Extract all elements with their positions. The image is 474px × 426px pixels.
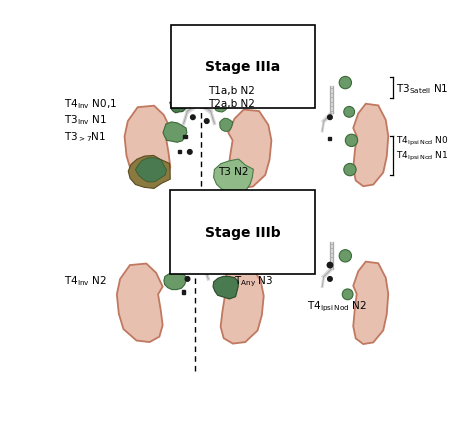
- Text: T4$_{\rm Inv}$ N0,1: T4$_{\rm Inv}$ N0,1: [64, 97, 118, 111]
- Circle shape: [328, 115, 332, 120]
- Text: Stage IIIb: Stage IIIb: [205, 225, 281, 239]
- Circle shape: [203, 104, 208, 109]
- Circle shape: [344, 107, 355, 118]
- Text: T$_{\rm Any}$ N3: T$_{\rm Any}$ N3: [235, 273, 274, 288]
- Bar: [182, 291, 185, 294]
- Circle shape: [189, 263, 194, 268]
- Circle shape: [339, 77, 352, 89]
- Polygon shape: [228, 110, 272, 189]
- Text: T3 N2: T3 N2: [219, 167, 249, 177]
- Circle shape: [346, 135, 358, 147]
- Polygon shape: [125, 106, 170, 185]
- Polygon shape: [213, 277, 238, 299]
- Text: T4$_{\rm Ipsi\,Nod}$ N0: T4$_{\rm Ipsi\,Nod}$ N0: [396, 135, 449, 147]
- Circle shape: [328, 277, 332, 282]
- Text: T3$_{\rm Satell}$ N1: T3$_{\rm Satell}$ N1: [396, 82, 449, 96]
- Polygon shape: [128, 156, 170, 189]
- Polygon shape: [353, 104, 388, 187]
- Text: T4$_{\rm Ipsi\,Nod}$ N2: T4$_{\rm Ipsi\,Nod}$ N2: [307, 299, 367, 314]
- Polygon shape: [117, 264, 163, 342]
- Circle shape: [342, 289, 353, 300]
- Circle shape: [185, 277, 190, 282]
- Text: T2a,b N2: T2a,b N2: [208, 99, 255, 109]
- Bar: [178, 151, 182, 154]
- Polygon shape: [164, 272, 186, 290]
- Bar: [183, 135, 187, 139]
- Circle shape: [191, 115, 195, 120]
- Text: T1a,b N2: T1a,b N2: [208, 86, 255, 96]
- Text: T3$_{\rm Inv}$ N1: T3$_{\rm Inv}$ N1: [64, 112, 108, 127]
- Polygon shape: [214, 160, 254, 196]
- Text: Stage IIIa: Stage IIIa: [205, 60, 281, 74]
- Text: T4$_{\rm Ipsi\,Nod}$ N1: T4$_{\rm Ipsi\,Nod}$ N1: [396, 150, 449, 163]
- Circle shape: [339, 250, 352, 262]
- Polygon shape: [170, 99, 186, 114]
- Text: T3$_{>7}$N1: T3$_{>7}$N1: [64, 130, 107, 144]
- Polygon shape: [163, 123, 187, 143]
- Text: T4$_{\rm Inv}$ N2: T4$_{\rm Inv}$ N2: [64, 274, 107, 288]
- Polygon shape: [198, 242, 255, 262]
- Circle shape: [188, 150, 192, 155]
- Polygon shape: [136, 158, 166, 182]
- Circle shape: [204, 119, 209, 124]
- Polygon shape: [220, 119, 233, 132]
- Circle shape: [327, 263, 333, 268]
- Bar: [328, 138, 331, 141]
- Circle shape: [344, 164, 356, 176]
- Polygon shape: [214, 101, 228, 113]
- Polygon shape: [353, 262, 388, 344]
- Polygon shape: [220, 265, 264, 344]
